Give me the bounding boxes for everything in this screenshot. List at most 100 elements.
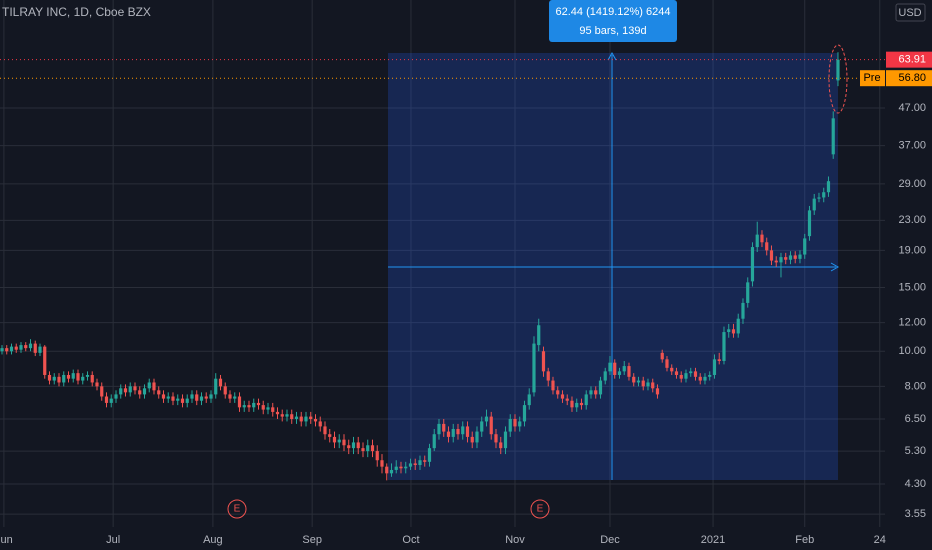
candle-body xyxy=(518,421,522,427)
candle-body xyxy=(698,376,702,381)
candle-body xyxy=(62,374,66,383)
candle-body xyxy=(494,434,498,443)
candle-body xyxy=(57,376,61,383)
candle-body xyxy=(28,343,33,349)
candle-body xyxy=(636,380,641,383)
x-tick-label: Nov xyxy=(505,534,525,546)
candle-body xyxy=(570,400,574,408)
highlight-ellipse xyxy=(828,44,848,114)
candle-body xyxy=(779,257,783,263)
x-tick-label: Oct xyxy=(402,534,419,546)
candle-body xyxy=(123,388,128,393)
y-tick-label: 47.00 xyxy=(898,102,926,114)
candle-body xyxy=(831,118,835,155)
candles xyxy=(0,52,840,481)
x-tick-label: 24 xyxy=(874,534,886,546)
candle-body xyxy=(204,396,208,399)
candle-body xyxy=(275,411,280,415)
candle-body xyxy=(195,394,199,401)
x-tick-label: Sep xyxy=(302,534,322,546)
x-tick-label: Aug xyxy=(203,534,223,546)
y-tick-label: 10.00 xyxy=(898,345,926,357)
candle-body xyxy=(774,260,778,263)
candle-body xyxy=(114,394,118,399)
candle-body xyxy=(408,463,413,467)
candle-body xyxy=(328,434,332,437)
candle-body xyxy=(252,402,256,408)
candle-body xyxy=(214,378,218,395)
candle-body xyxy=(104,396,109,403)
candle-body xyxy=(727,329,731,333)
candle-body xyxy=(598,380,603,395)
candle-body xyxy=(470,436,474,443)
candle-body xyxy=(404,466,408,469)
y-tick-label: 5.30 xyxy=(905,445,926,457)
last-price-label: 63.91 xyxy=(898,54,926,66)
premarket-name: Pre xyxy=(863,72,880,84)
currency-label[interactable]: USD xyxy=(898,7,921,19)
event-marker[interactable] xyxy=(530,499,550,519)
candle-body xyxy=(594,390,598,395)
event-label[interactable]: E xyxy=(537,504,544,515)
candle-body xyxy=(228,394,232,399)
candle-body xyxy=(271,407,275,412)
candle-body xyxy=(133,386,137,391)
candle-body xyxy=(356,442,360,449)
event-label[interactable]: E xyxy=(234,504,241,515)
candle-body xyxy=(684,373,688,379)
y-tick-label: 3.55 xyxy=(905,508,926,520)
candle-body xyxy=(47,374,52,381)
candle-body xyxy=(342,439,346,446)
candle-body xyxy=(765,242,769,251)
measure-arrow-right xyxy=(830,262,840,272)
candle-body xyxy=(551,380,555,391)
candle-body xyxy=(9,346,14,352)
candle-body xyxy=(24,345,28,349)
candle-body xyxy=(627,366,631,377)
candle-body xyxy=(85,374,90,377)
candle-body xyxy=(708,374,712,377)
y-tick-label: 6.50 xyxy=(905,413,926,425)
x-tick-label: Jul xyxy=(106,534,120,546)
candle-body xyxy=(370,445,375,452)
candle-body xyxy=(503,431,508,449)
candle-body xyxy=(394,466,398,470)
candle-body xyxy=(803,238,807,255)
candle-body xyxy=(33,343,37,353)
candle-body xyxy=(556,390,560,395)
candle-body xyxy=(294,416,299,419)
candle-body xyxy=(546,371,550,381)
candle-body xyxy=(166,396,170,399)
candle-body xyxy=(646,382,650,387)
candle-body xyxy=(90,374,94,383)
candle-body xyxy=(527,394,531,406)
candle-body xyxy=(784,257,788,260)
premarket-label: 56.80 xyxy=(898,72,926,84)
candle-body xyxy=(337,439,341,443)
candle-body xyxy=(608,362,612,372)
candle-body xyxy=(413,463,417,466)
candle-body xyxy=(185,398,189,403)
candle-body xyxy=(812,198,816,211)
candle-body xyxy=(318,421,322,427)
event-marker[interactable] xyxy=(227,499,247,519)
candle-body xyxy=(537,325,541,346)
candle-body xyxy=(613,362,617,375)
y-tick-label: 19.00 xyxy=(898,244,926,256)
candle-body xyxy=(575,402,579,408)
last-price-box xyxy=(886,51,932,68)
currency-button[interactable] xyxy=(895,3,926,22)
candle-body xyxy=(741,302,745,319)
candle-body xyxy=(309,416,313,419)
candle-body xyxy=(451,428,455,437)
candle-body xyxy=(347,445,351,449)
candle-body xyxy=(299,416,303,422)
candle-body xyxy=(437,423,441,435)
candle-body xyxy=(199,396,204,401)
candle-body xyxy=(565,398,569,401)
candle-body xyxy=(769,250,774,261)
y-tick-label: 12.00 xyxy=(898,317,926,329)
candle-body xyxy=(826,181,831,193)
